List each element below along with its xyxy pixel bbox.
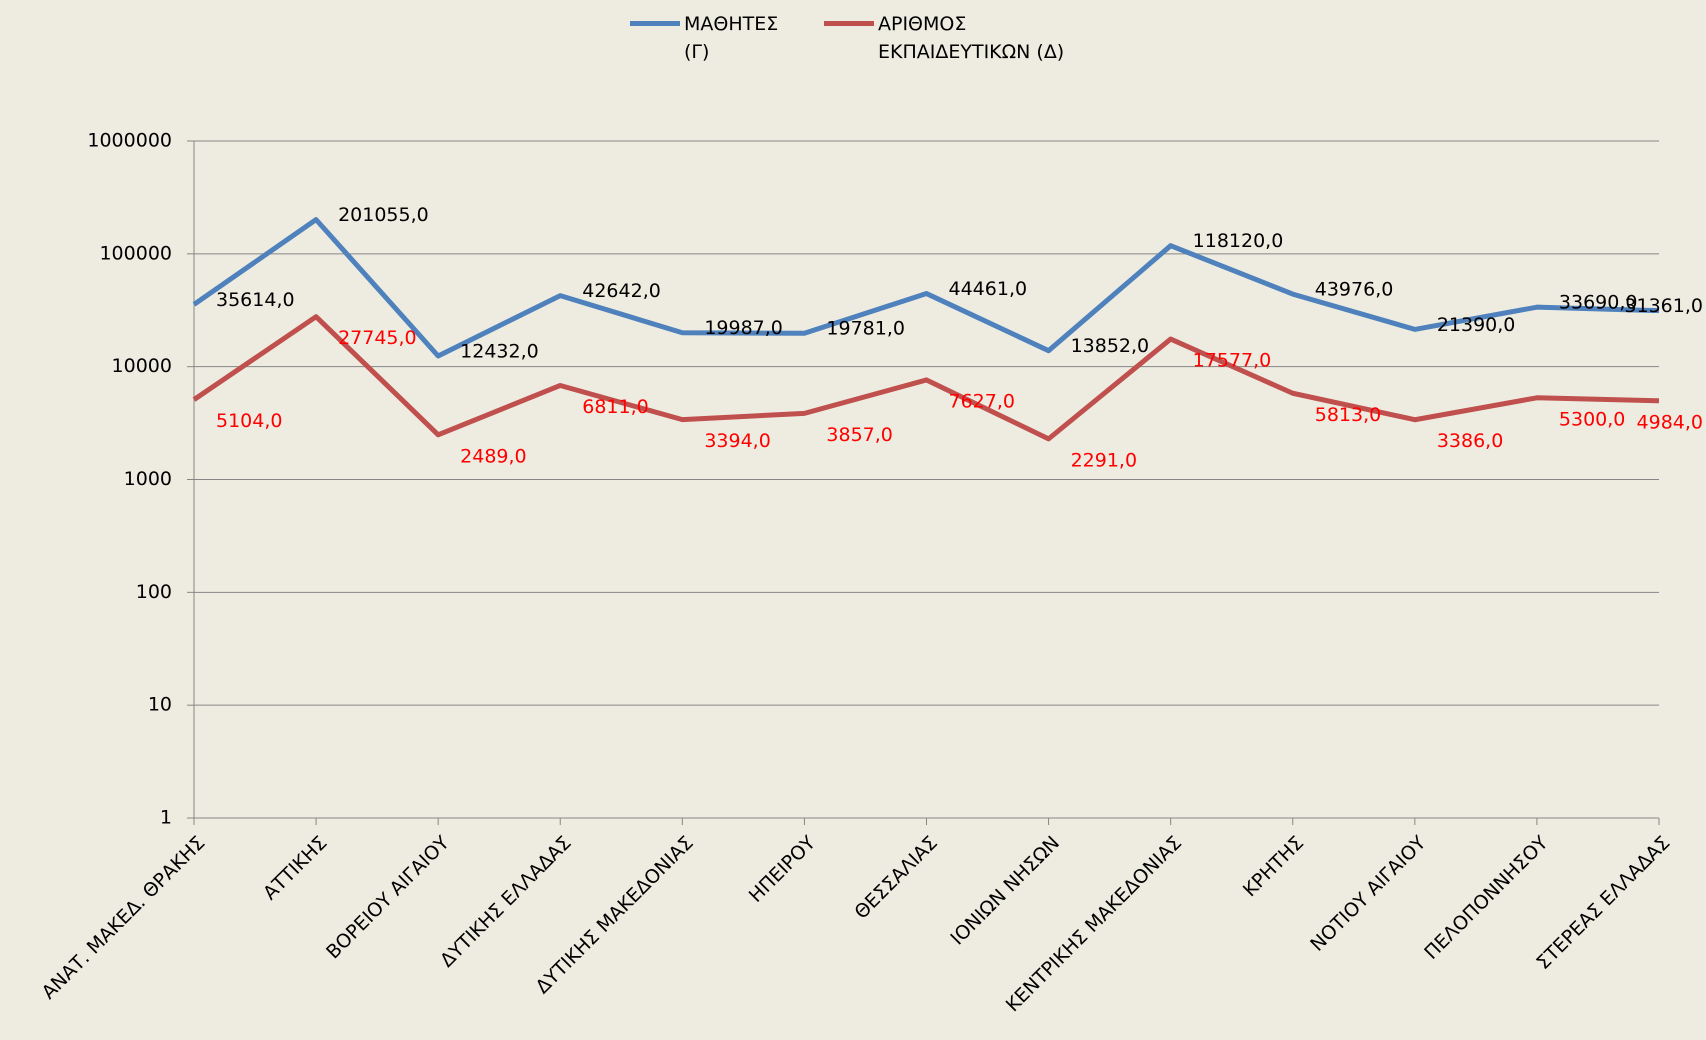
value-label: 19781,0 [826,318,905,340]
value-label: 5300,0 [1559,408,1625,430]
x-tick-label: ΗΠΕΙΡΟΥ [745,832,820,907]
value-label: 27745,0 [338,327,417,349]
x-tick-label: ΣΤΕΡΕΑΣ ΕΛΛΑΔΑΣ [1532,832,1674,974]
value-label: 42642,0 [582,280,661,302]
y-tick-label: 100 [136,581,172,603]
x-tick-label: ΒΟΡΕΙΟΥ ΑΙΓΑΙΟΥ [322,832,454,964]
legend-label: ΜΑΘΗΤΕΣ (Γ) [684,13,779,63]
x-tick-label: ΝΟΤΙΟΥ ΑΙΓΑΙΟΥ [1306,832,1430,956]
value-label: 5104,0 [216,410,282,432]
y-tick-label: 1000000 [87,130,172,152]
legend-item: ΜΑΘΗΤΕΣ (Γ) [630,10,794,66]
y-tick-label: 1 [160,807,172,829]
value-label: 31361,0 [1624,295,1703,317]
y-tick-label: 10000 [112,355,172,377]
value-label: 7627,0 [949,390,1015,412]
x-tick-label: ΘΕΣΣΑΛΙΑΣ [850,832,942,924]
y-tick-label: 1000 [124,468,172,490]
legend: ΜΑΘΗΤΕΣ (Γ) ΑΡΙΘΜΟΣ ΕΚΠΑΙΔΕΥΤΙΚΩΝ (Δ) [630,10,1068,66]
value-label: 44461,0 [949,278,1028,300]
value-label: 13852,0 [1071,335,1150,357]
value-label: 3386,0 [1437,430,1503,452]
value-label: 19987,0 [704,317,783,339]
value-label: 12432,0 [460,340,539,362]
legend-swatch [630,21,680,26]
value-label: 6811,0 [582,396,648,418]
legend-swatch [824,21,874,26]
value-label: 2489,0 [460,445,526,467]
value-label: 43976,0 [1315,279,1394,301]
x-tick-label: ΔΥΤΙΚΗΣ ΕΛΛΑΔΑΣ [436,832,576,972]
x-tick-label: ΑΝΑΤ. ΜΑΚΕΔ. ΘΡΑΚΗΣ [38,832,210,1004]
x-tick-label: ΙΟΝΙΩΝ ΝΗΣΩΝ [946,832,1064,950]
value-label: 33690,0 [1559,292,1638,314]
value-label: 3394,0 [704,430,770,452]
x-tick-label: ΑΤΤΙΚΗΣ [259,832,332,905]
value-label: 2291,0 [1071,449,1137,471]
value-label: 201055,0 [338,204,429,226]
x-tick-label: ΚΡΗΤΗΣ [1239,832,1308,901]
y-tick-label: 100000 [99,242,172,264]
legend-label: ΑΡΙΘΜΟΣ ΕΚΠΑΙΔΕΥΤΙΚΩΝ (Δ) [878,13,1065,63]
value-label: 5813,0 [1315,404,1381,426]
value-label: 21390,0 [1437,314,1516,336]
y-tick-label: 10 [148,694,172,716]
x-tick-label: ΠΕΛΟΠΟΝΝΗΣΟΥ [1420,832,1552,964]
series-line [192,217,1660,359]
value-label: 118120,0 [1193,230,1284,252]
value-label: 3857,0 [826,424,892,446]
value-label: 4984,0 [1637,411,1703,433]
value-label: 35614,0 [216,289,295,311]
legend-item: ΑΡΙΘΜΟΣ ΕΚΠΑΙΔΕΥΤΙΚΩΝ (Δ) [824,10,1068,66]
series-line [192,314,1660,442]
value-label: 17577,0 [1193,350,1272,372]
